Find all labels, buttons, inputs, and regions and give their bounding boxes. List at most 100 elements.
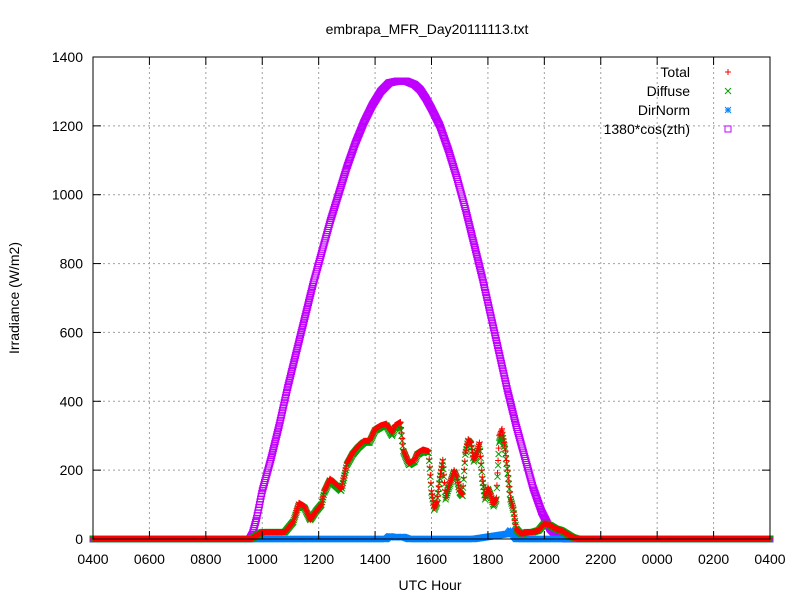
- data-point: [307, 289, 315, 297]
- data-point: [504, 462, 511, 469]
- data-point: [304, 301, 312, 309]
- data-point: [464, 214, 472, 222]
- data-point: [305, 296, 313, 304]
- data-point: [471, 244, 479, 252]
- data-point: [308, 285, 316, 293]
- data-point: [467, 227, 475, 235]
- data-point: [295, 338, 303, 346]
- data-point: [298, 324, 306, 332]
- data-point: [461, 204, 469, 212]
- data-point: [475, 260, 483, 268]
- data-point: [475, 262, 483, 270]
- data-point: [511, 417, 519, 425]
- data-point: [302, 310, 310, 318]
- data-point: [296, 333, 304, 341]
- x-tick-label: 2000: [529, 551, 560, 567]
- x-tick-label: 1800: [472, 551, 503, 567]
- data-point: [302, 308, 310, 316]
- data-point: [307, 287, 315, 295]
- data-point: [469, 234, 477, 242]
- data-point: [294, 340, 302, 348]
- data-point: [460, 474, 467, 481]
- data-point: [503, 457, 510, 464]
- data-point: [301, 312, 309, 320]
- data-point: [298, 326, 306, 334]
- data-point: [474, 255, 482, 263]
- data-point: [508, 403, 516, 411]
- data-point: [506, 483, 513, 490]
- data-point: [427, 471, 434, 478]
- data-point: [505, 392, 513, 400]
- data-point: [505, 394, 513, 402]
- data-point: [286, 372, 294, 380]
- data-point: [273, 428, 281, 436]
- data-point: [465, 221, 473, 229]
- data-point: [251, 518, 259, 526]
- data-point: [479, 478, 486, 485]
- data-point: [502, 447, 509, 454]
- data-point: [469, 237, 477, 245]
- data-point: [270, 444, 278, 452]
- data-point: [267, 454, 275, 462]
- data-point: [506, 398, 514, 406]
- x-tick-label: 0400: [754, 551, 785, 567]
- data-point: [271, 437, 279, 445]
- data-point: [505, 478, 512, 485]
- data-point: [306, 292, 314, 300]
- data-point: [508, 405, 516, 413]
- legend-marker-dirnorm: [724, 106, 732, 114]
- data-point: [495, 445, 502, 452]
- legend-label-total: Total: [660, 64, 690, 80]
- data-point: [466, 225, 474, 233]
- data-point: [271, 440, 279, 448]
- data-point: [398, 429, 405, 436]
- legend-label-1380-cos-zth: 1380*cos(zth): [604, 121, 690, 137]
- data-point: [289, 361, 297, 369]
- data-point: [267, 456, 275, 464]
- data-point: [461, 466, 468, 473]
- data-point: [285, 377, 293, 385]
- data-point: [342, 167, 350, 175]
- data-point: [507, 401, 515, 409]
- data-point: [470, 239, 478, 247]
- data-point: [478, 271, 486, 279]
- data-point: [495, 450, 502, 458]
- y-tick-label: 1400: [52, 49, 83, 65]
- data-point: [268, 449, 276, 457]
- data-point: [291, 354, 299, 362]
- data-point: [268, 451, 276, 459]
- data-point: [270, 442, 278, 450]
- x-axis-label: UTC Hour: [398, 577, 461, 593]
- y-axis-label: Irradiance (W/m2): [6, 242, 22, 354]
- data-point: [295, 335, 303, 343]
- data-point: [293, 344, 301, 352]
- data-point: [287, 370, 295, 378]
- data-point: [272, 435, 280, 443]
- y-tick-label: 1200: [52, 118, 83, 134]
- data-point: [506, 396, 514, 404]
- x-tick-label: 0200: [698, 551, 729, 567]
- data-point: [297, 328, 305, 336]
- data-point: [505, 472, 512, 479]
- data-point: [477, 269, 485, 277]
- data-point: [509, 408, 517, 416]
- y-tick-label: 400: [60, 393, 84, 409]
- data-point: [504, 387, 512, 395]
- data-point: [294, 342, 302, 350]
- data-point: [493, 482, 500, 489]
- data-point: [284, 384, 292, 392]
- data-point: [476, 264, 484, 272]
- data-point: [290, 356, 298, 364]
- legend-marker-total: [725, 69, 731, 75]
- data-point: [288, 367, 296, 375]
- data-point: [461, 202, 469, 210]
- data-point: [470, 241, 478, 249]
- data-point: [300, 317, 308, 325]
- data-point: [292, 351, 300, 359]
- data-point: [474, 257, 482, 265]
- legend-label-dirnorm: DirNorm: [638, 102, 690, 118]
- data-point: [510, 412, 518, 420]
- data-point: [273, 431, 281, 439]
